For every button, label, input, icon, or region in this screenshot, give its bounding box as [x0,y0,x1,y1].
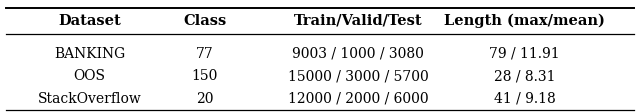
Text: 79 / 11.91: 79 / 11.91 [490,47,560,61]
Text: Train/Valid/Test: Train/Valid/Test [294,14,422,28]
Text: Class: Class [183,14,227,28]
Text: 150: 150 [191,69,218,83]
Text: 77: 77 [196,47,214,61]
Text: 12000 / 2000 / 6000: 12000 / 2000 / 6000 [288,92,429,106]
Text: OOS: OOS [74,69,106,83]
Text: Length (max/mean): Length (max/mean) [444,14,605,28]
Text: 15000 / 3000 / 5700: 15000 / 3000 / 5700 [288,69,429,83]
Text: 9003 / 1000 / 3080: 9003 / 1000 / 3080 [292,47,424,61]
Text: Dataset: Dataset [58,14,121,28]
Text: 28 / 8.31: 28 / 8.31 [494,69,556,83]
Text: 20: 20 [196,92,214,106]
Text: 41 / 9.18: 41 / 9.18 [494,92,556,106]
Text: StackOverflow: StackOverflow [38,92,141,106]
Text: BANKING: BANKING [54,47,125,61]
